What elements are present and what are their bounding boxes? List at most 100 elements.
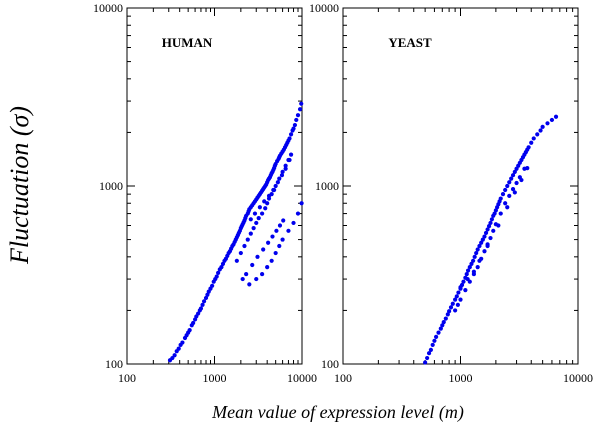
human-data-point <box>198 306 204 311</box>
yeast-data-point <box>553 114 559 119</box>
yeast-data-point <box>474 250 479 256</box>
yeast-data-point <box>448 305 454 310</box>
yeast-data-point <box>447 309 452 314</box>
yeast-data-point <box>488 220 493 226</box>
yeast-data-point <box>453 308 458 313</box>
yeast-data-point <box>540 124 545 129</box>
human-data-point <box>234 258 239 263</box>
human-data-point <box>291 126 296 131</box>
human-data-point <box>286 228 291 233</box>
yeast-data-point <box>458 297 463 302</box>
human-data-point <box>263 206 268 211</box>
yeast-data-point <box>538 128 543 133</box>
yeast-data-point <box>453 297 458 302</box>
human-data-point <box>288 152 294 157</box>
human-x-tick-label: 10000 <box>287 371 317 385</box>
human-data-point <box>269 258 274 263</box>
yeast-y-tick-label: 100 <box>321 357 339 371</box>
yeast-y-tick-label: 1000 <box>315 179 339 193</box>
human-data-point <box>295 211 301 216</box>
yeast-data-point <box>438 326 443 331</box>
yeast-data-point <box>425 355 430 361</box>
human-data-point <box>283 166 288 171</box>
human-data-point <box>200 302 205 307</box>
yeast-panel-title: YEAST <box>388 35 432 50</box>
human-data-point <box>277 243 282 249</box>
human-data-point <box>260 211 265 216</box>
human-data-point <box>279 173 285 178</box>
yeast-x-tick-label: 10000 <box>563 371 593 385</box>
yeast-data-point <box>512 190 517 195</box>
human-data-point <box>210 283 215 288</box>
human-data-point <box>255 254 260 259</box>
human-data-point <box>287 157 292 163</box>
human-data-point <box>187 328 192 333</box>
human-data-point <box>281 218 286 223</box>
yeast-data-point <box>510 173 516 178</box>
yeast-data-point <box>469 261 474 267</box>
y-axis-title: Fluctuation (σ) <box>5 106 34 265</box>
human-data-point <box>201 299 207 304</box>
human-data-point <box>257 205 262 210</box>
yeast-data-point <box>432 338 437 343</box>
yeast-data-point <box>465 268 471 273</box>
human-data-point <box>273 250 278 256</box>
yeast-panel: 100 1000 10000 100 1000 10000 YEAST <box>309 1 593 385</box>
human-data-point <box>256 216 261 221</box>
yeast-data-point <box>514 180 519 186</box>
yeast-data-point <box>510 187 516 192</box>
yeast-data-point <box>485 227 490 232</box>
human-data-point <box>275 180 280 185</box>
human-data-point <box>247 282 252 287</box>
yeast-data-point <box>461 279 466 284</box>
human-data-point <box>219 265 224 270</box>
yeast-data-point <box>445 312 450 317</box>
yeast-data-point <box>440 323 445 328</box>
yeast-x-tick-label: 1000 <box>449 371 473 385</box>
yeast-data-point <box>477 243 482 249</box>
human-data-point <box>240 276 245 282</box>
yeast-data-point <box>428 347 434 353</box>
yeast-data-point <box>519 177 524 183</box>
yeast-data-point <box>467 265 472 270</box>
human-x-tick-label: 100 <box>118 371 136 385</box>
human-data-point <box>251 226 256 231</box>
human-data-point <box>214 274 219 279</box>
yeast-data-point <box>454 294 459 299</box>
human-data-point <box>273 183 278 189</box>
yeast-data-point <box>505 183 510 189</box>
human-data-point <box>252 211 258 216</box>
yeast-data-point <box>529 140 534 145</box>
yeast-data-point <box>456 290 461 295</box>
human-data-point <box>176 346 181 351</box>
yeast-data-point <box>503 201 508 206</box>
human-y-tick-label: 1000 <box>99 179 123 193</box>
yeast-data-point <box>498 196 503 201</box>
yeast-data-point <box>479 240 484 245</box>
yeast-data-point <box>430 342 435 348</box>
human-data-point <box>299 101 304 106</box>
human-data-point <box>295 113 301 118</box>
yeast-data-point <box>465 276 470 282</box>
yeast-data-point <box>443 316 448 321</box>
human-x-tick-label: 1000 <box>203 371 227 385</box>
yeast-data-point <box>458 285 463 290</box>
yeast-data-point <box>507 180 512 185</box>
yeast-data-point <box>498 211 503 216</box>
yeast-data-point <box>491 228 496 233</box>
human-data-point <box>299 201 304 206</box>
human-data-point <box>172 353 177 358</box>
yeast-data-point <box>489 217 494 222</box>
human-data-point <box>262 199 267 204</box>
yeast-x-tick-label: 100 <box>334 371 352 385</box>
human-panel-title: HUMAN <box>162 35 213 50</box>
human-data-point <box>266 193 272 198</box>
human-data-point <box>265 265 270 270</box>
yeast-data-point <box>436 330 441 335</box>
yeast-data-point <box>455 302 460 307</box>
yeast-data-point <box>483 230 489 236</box>
yeast-data-point <box>525 166 530 171</box>
yeast-data-point <box>471 258 476 263</box>
yeast-data-point <box>441 319 446 325</box>
